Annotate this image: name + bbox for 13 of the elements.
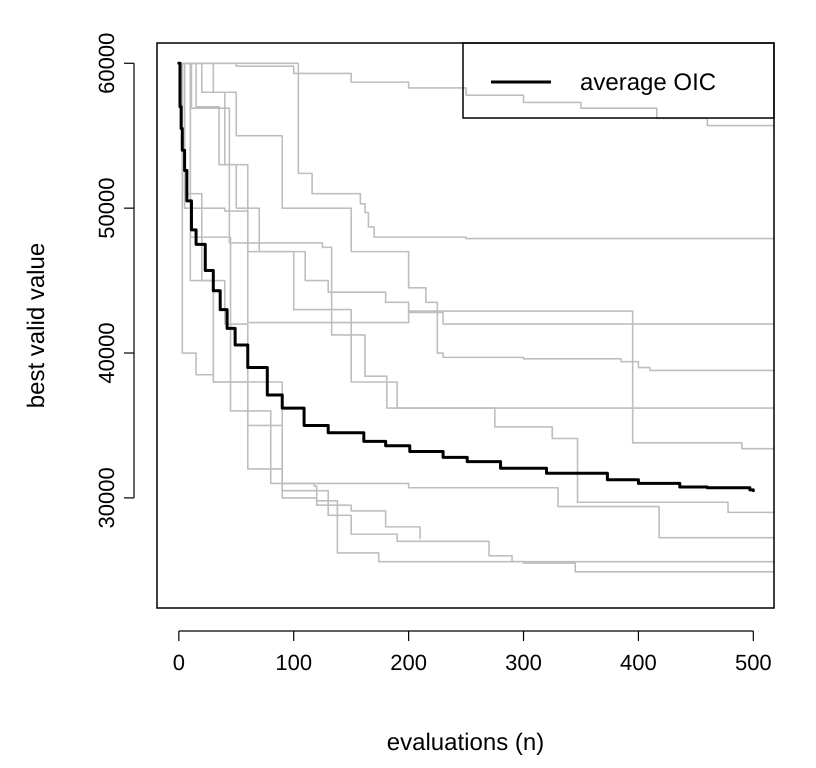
x-tick-label: 200 (390, 650, 427, 675)
x-axis-title: evaluations (n) (386, 729, 544, 756)
legend-label: average OIC (580, 69, 716, 96)
x-tick-label: 500 (734, 650, 772, 675)
y-tick-label: 30000 (94, 467, 119, 528)
y-tick-label: 60000 (94, 32, 119, 94)
y-axis-title: best valid value (23, 242, 50, 408)
x-tick-label: 400 (620, 650, 657, 675)
x-tick-label: 100 (275, 650, 312, 675)
y-tick-label: 40000 (94, 322, 119, 384)
y-tick-label: 50000 (94, 178, 119, 239)
x-tick-label: 0 (172, 650, 185, 675)
x-tick-label: 300 (505, 650, 542, 675)
